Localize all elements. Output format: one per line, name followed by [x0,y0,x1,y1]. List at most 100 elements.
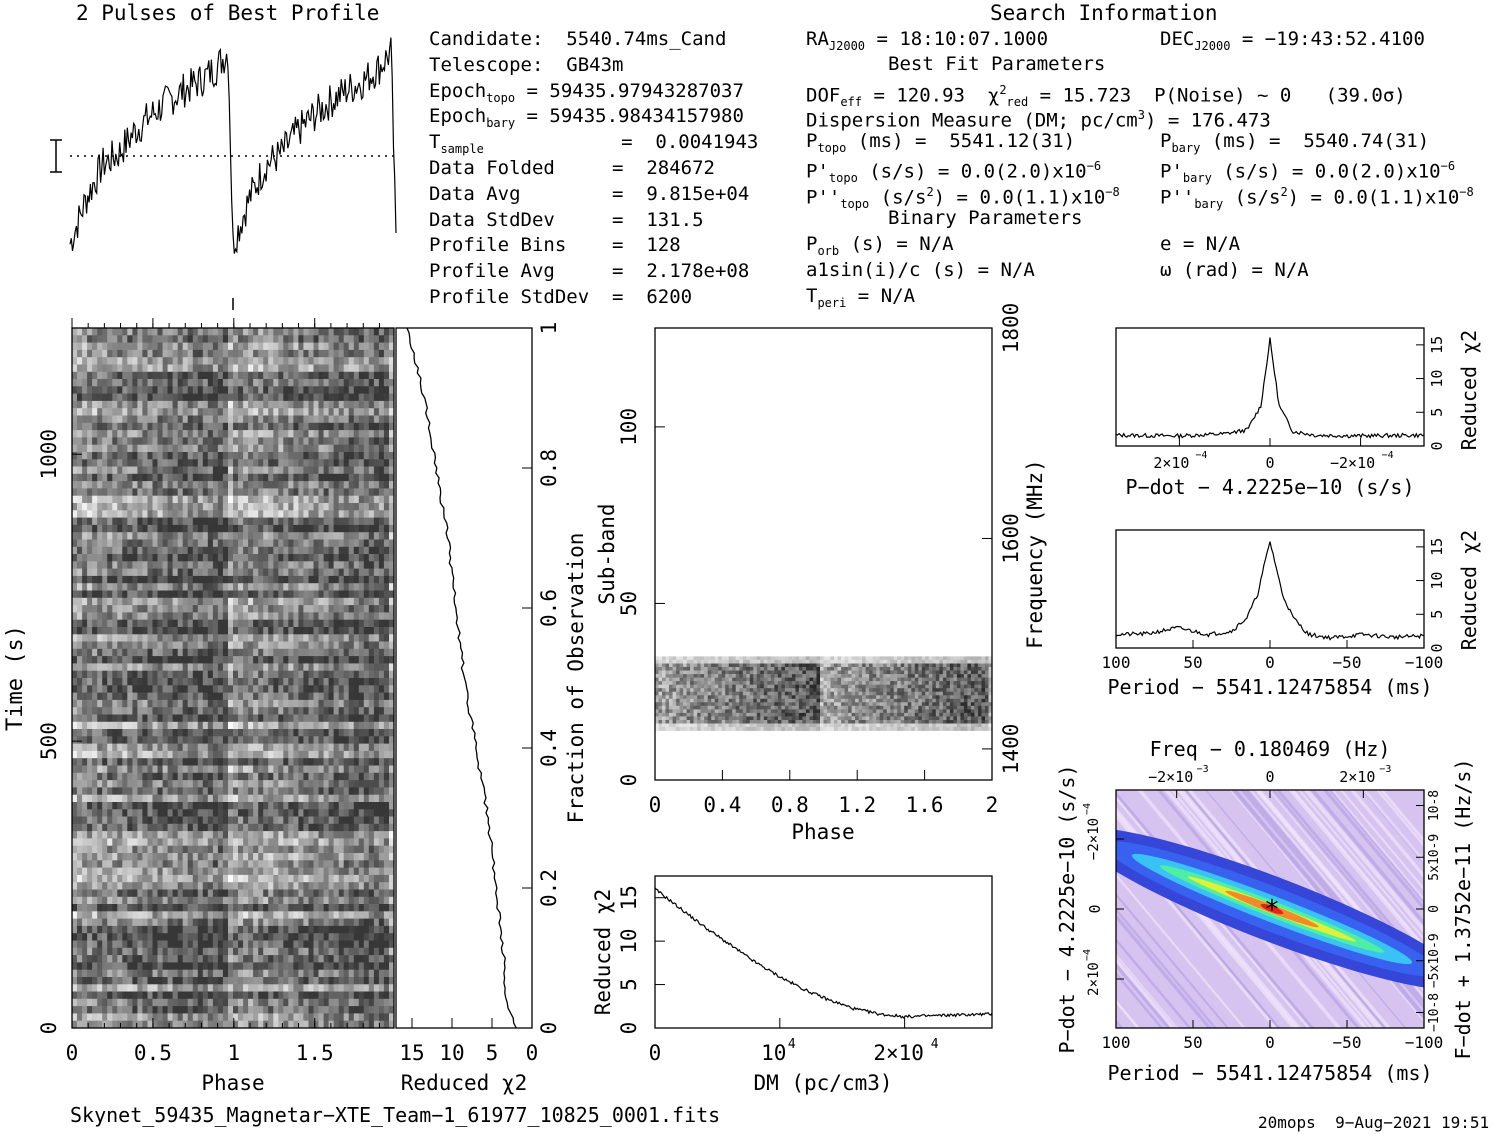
heatmap-cell [359,838,364,846]
heatmap-cell [213,846,218,854]
heatmap-cell [309,809,314,817]
heatmap-cell [273,766,278,774]
heatmap-cell [283,824,288,832]
heatmap-cell [384,758,389,766]
heatmap-cell [183,875,188,883]
heatmap-cell [314,853,319,861]
heatmap-cell [188,612,193,620]
heatmap-cell [354,467,359,475]
heatmap-cell [158,860,163,868]
heatmap-cell [278,649,283,657]
heatmap-cell [72,430,77,438]
heatmap-cell [82,868,87,876]
heatmap-cell [278,685,283,693]
heatmap-cell [369,496,374,504]
heatmap-cell [208,663,213,671]
heatmap-cell [223,379,228,387]
heatmap-cell [92,802,97,810]
heatmap-cell [163,809,168,817]
heatmap-cell [364,817,369,825]
heatmap-cell [72,408,77,416]
heatmap-cell [183,766,188,774]
heatmap-cell [314,379,319,387]
heatmap-cell [258,634,263,642]
heatmap-cell [278,678,283,686]
heatmap-cell [102,882,107,890]
heatmap-cell [263,518,268,526]
heatmap-cell [238,343,243,351]
heatmap-cell [163,401,168,409]
heatmap-cell [384,328,389,336]
heatmap-cell [127,729,132,737]
heatmap-cell [213,532,218,540]
heatmap-cell [72,831,77,839]
heatmap-cell [243,467,248,475]
heatmap-cell [243,780,248,788]
heatmap-cell [127,634,132,642]
heatmap-cell [213,598,218,606]
heatmap-cell [148,510,153,518]
heatmap-cell [228,598,233,606]
heatmap-cell [218,488,223,496]
heatmap-cell [218,343,223,351]
heatmap-cell [183,350,188,358]
heatmap-cell [238,773,243,781]
heatmap-cell [72,824,77,832]
heatmap-cell [314,532,319,540]
heatmap-cell [117,561,122,569]
heatmap-cell [208,612,213,620]
heatmap-cell [319,394,324,402]
heatmap-cell [178,452,183,460]
heatmap-cell [142,328,147,336]
heatmap-cell [384,642,389,650]
heatmap-cell [102,795,107,803]
heatmap-cell [228,532,233,540]
heatmap-cell [319,547,324,555]
heatmap-cell [379,503,384,511]
heatmap-cell [293,751,298,759]
heatmap-cell [218,831,223,839]
heatmap-cell [303,481,308,489]
heatmap-cell [127,408,132,416]
heatmap-cell [82,831,87,839]
heatmap-cell [122,795,127,803]
heatmap-cell [238,510,243,518]
heatmap-cell [223,875,228,883]
heatmap-cell [379,605,384,613]
heatmap-cell [339,423,344,431]
heatmap-cell [203,488,208,496]
heatmap-cell [248,751,253,759]
heatmap-cell [278,474,283,482]
heatmap-cell [349,780,354,788]
heatmap-cell [354,452,359,460]
heatmap-cell [122,663,127,671]
heatmap-cell [329,510,334,518]
heatmap-cell [208,408,213,416]
heatmap-cell [248,416,253,424]
heatmap-cell [188,780,193,788]
heatmap-cell [293,685,298,693]
heatmap-cell [248,335,253,343]
heatmap-cell [132,671,137,679]
heatmap-cell [137,817,142,825]
heatmap-cell [379,780,384,788]
heatmap-cell [218,860,223,868]
heatmap-cell [243,875,248,883]
heatmap-cell [117,328,122,336]
heatmap-cell [223,627,228,635]
heatmap-cell [339,817,344,825]
heatmap-cell [293,372,298,380]
heatmap-cell [293,416,298,424]
heatmap-cell [263,423,268,431]
heatmap-cell [168,561,173,569]
heatmap-cell [77,598,82,606]
heatmap-cell [213,620,218,628]
heatmap-cell [92,379,97,387]
heatmap-cell [354,882,359,890]
heatmap-cell [349,525,354,533]
heatmap-cell [117,379,122,387]
heatmap-cell [369,598,374,606]
heatmap-cell [173,736,178,744]
heatmap-cell [72,576,77,584]
heatmap-cell [173,824,178,832]
